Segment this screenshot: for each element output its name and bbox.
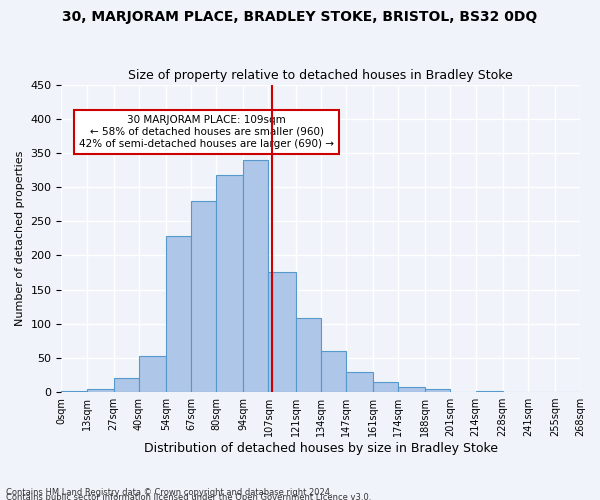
- Bar: [296, 318, 321, 392]
- Bar: [243, 160, 268, 392]
- Bar: [86, 388, 113, 392]
- X-axis label: Distribution of detached houses by size in Bradley Stoke: Distribution of detached houses by size …: [144, 442, 498, 455]
- Bar: [346, 372, 373, 392]
- Bar: [216, 175, 243, 392]
- Text: 30, MARJORAM PLACE, BRADLEY STOKE, BRISTOL, BS32 0DQ: 30, MARJORAM PLACE, BRADLEY STOKE, BRIST…: [62, 10, 538, 24]
- Text: Contains HM Land Registry data © Crown copyright and database right 2024.: Contains HM Land Registry data © Crown c…: [6, 488, 332, 497]
- Text: Contains public sector information licensed under the Open Government Licence v3: Contains public sector information licen…: [6, 492, 371, 500]
- Y-axis label: Number of detached properties: Number of detached properties: [15, 150, 25, 326]
- Bar: [139, 356, 166, 392]
- Bar: [166, 236, 191, 392]
- Bar: [191, 200, 216, 392]
- Bar: [321, 351, 346, 392]
- Bar: [398, 388, 425, 392]
- Bar: [61, 390, 86, 392]
- Title: Size of property relative to detached houses in Bradley Stoke: Size of property relative to detached ho…: [128, 69, 513, 82]
- Bar: [113, 378, 139, 392]
- Text: 30 MARJORAM PLACE: 109sqm
← 58% of detached houses are smaller (960)
42% of semi: 30 MARJORAM PLACE: 109sqm ← 58% of detac…: [79, 116, 334, 148]
- Bar: [268, 272, 296, 392]
- Bar: [425, 390, 451, 392]
- Bar: [373, 382, 398, 392]
